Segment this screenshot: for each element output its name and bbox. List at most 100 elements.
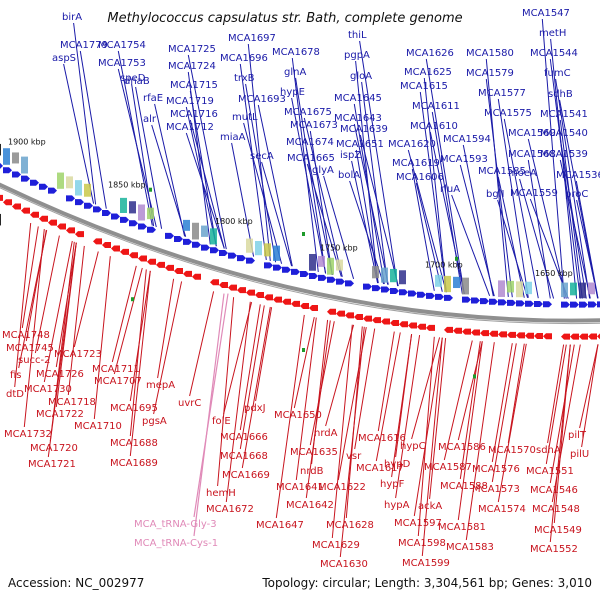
function-block [336, 259, 343, 271]
reverse-gene-arrow [30, 211, 39, 218]
forward-gene-arrow [318, 274, 327, 281]
forward-gene-label: miaA [220, 132, 246, 143]
forward-gene-arrow [138, 223, 147, 230]
reverse-gene-label: MCA1689 [110, 458, 158, 469]
reverse-gene-leader [255, 307, 273, 402]
function-block [570, 282, 577, 296]
reverse-gene-label: MCA1668 [220, 451, 268, 462]
forward-gene-arrow [219, 249, 228, 256]
reverse-gene-label: MCA1588 [440, 481, 488, 492]
forward-gene-arrow [309, 272, 318, 279]
reverse-gene-leader [241, 306, 271, 469]
forward-gene-leader [63, 63, 95, 204]
forward-gene-label: mutL [232, 112, 258, 123]
forward-gene-label: MCA1536 [556, 170, 600, 181]
reverse-gene-leader [47, 242, 77, 458]
reverse-gene-arrow [66, 227, 75, 234]
reverse-gene-leader [34, 235, 60, 354]
reverse-gene-arrow [0, 194, 3, 201]
function-block [444, 275, 451, 293]
forward-gene-label: MCA1568 [508, 149, 556, 160]
forward-gene-leader [245, 83, 277, 263]
forward-gene-arrow [534, 301, 543, 308]
reverse-gene-arrow [309, 304, 318, 311]
reverse-gene-label: nrdA [314, 428, 338, 439]
reverse-gene-label: MCA1581 [438, 522, 486, 533]
gc-marker [302, 348, 305, 352]
forward-gene-label: MCA1559 [510, 188, 558, 199]
forward-gene-leader [497, 98, 529, 298]
forward-gene-arrow [228, 252, 237, 259]
forward-gene-arrow [264, 262, 273, 269]
reverse-gene-label: MCA1642 [286, 500, 334, 511]
reverse-gene-leader [239, 304, 261, 431]
reverse-gene-leader [111, 265, 137, 363]
feature-rings [0, 143, 600, 379]
reverse-gene-arrow [381, 318, 390, 325]
reverse-gene-leader [73, 251, 99, 348]
scale-tick-label: 1700 kbp [425, 261, 463, 270]
function-block [381, 267, 388, 283]
reverse-gene-arrow [282, 298, 291, 305]
forward-gene-leader [361, 81, 389, 285]
reverse-gene-arrow [372, 317, 381, 324]
function-block [57, 172, 64, 189]
forward-gene-arrow [516, 300, 525, 307]
forward-gene-label: MCA1712 [166, 122, 214, 133]
forward-gene-label: MCA1620 [388, 139, 436, 150]
forward-gene-arrow [111, 213, 120, 220]
forward-gene-label: MCA1639 [340, 124, 388, 135]
reverse-gene-arrow [255, 291, 264, 298]
forward-gene-arrow [426, 292, 435, 299]
forward-gene-arrow [345, 280, 354, 287]
function-block [0, 213, 1, 226]
reverse-gene-leader [545, 344, 567, 465]
forward-gene-leader [261, 161, 293, 267]
forward-gene-leader [425, 58, 465, 294]
forward-gene-label: MCA1580 [466, 48, 514, 59]
trna-gene-labels: MCA_tRNA-Gly-3 MCA_tRNA-Cys-1 [134, 293, 229, 549]
reverse-gene-leader [43, 240, 73, 383]
forward-gene-label: MCA1678 [272, 47, 320, 58]
reverse-gene-leader [325, 324, 355, 427]
forward-gene-label: birA [62, 12, 82, 23]
forward-gene-arrow [336, 278, 345, 285]
forward-gene-leader [154, 103, 186, 237]
forward-gene-arrow [192, 241, 201, 248]
reverse-gene-leader [413, 337, 443, 517]
forward-gene-leader [503, 118, 539, 299]
function-block [309, 253, 316, 271]
forward-gene-label: MCA1643 [334, 113, 382, 124]
forward-gene-label: MCA1575 [484, 108, 532, 119]
forward-gene-leader [549, 58, 581, 299]
forward-gene-label: trxB [234, 73, 255, 84]
forward-gene-label: MCA1645 [334, 93, 382, 104]
reverse-gene-arrow [417, 323, 426, 330]
forward-gene-label: MCA1540 [540, 128, 588, 139]
reverse-gene-label: hemH [206, 488, 236, 499]
reverse-gene-label: MCA1722 [36, 409, 84, 420]
forward-gene-leader [231, 142, 255, 257]
forward-gene-label: metH [539, 28, 566, 39]
forward-gene-arrow [390, 287, 399, 294]
forward-gene-leader [407, 149, 447, 293]
forward-gene-label: gloA [350, 71, 372, 82]
forward-gene-arrow [66, 195, 75, 202]
reverse-gene-arrow [579, 333, 588, 340]
reverse-gene-label: dtD [6, 389, 24, 400]
reverse-gene-arrow [471, 329, 480, 336]
reverse-gene-label: MCA1730 [24, 384, 72, 395]
reverse-gene-label: MCA1551 [526, 466, 574, 477]
reverse-gene-label: MCA1723 [54, 349, 102, 360]
function-block [138, 204, 145, 221]
forward-gene-label: MCA1719 [166, 96, 214, 107]
reverse-gene-leader [129, 269, 147, 437]
function-block [246, 238, 253, 253]
reverse-gene-label: MCA1647 [256, 520, 304, 531]
reverse-gene-label: succ-2 [18, 355, 51, 366]
reverse-gene-arrow [345, 312, 354, 319]
forward-gene-leader [351, 160, 379, 284]
reverse-gene-leader [581, 344, 599, 448]
forward-gene-arrow [129, 220, 138, 227]
reverse-gene-label: MCA1732 [4, 429, 52, 440]
